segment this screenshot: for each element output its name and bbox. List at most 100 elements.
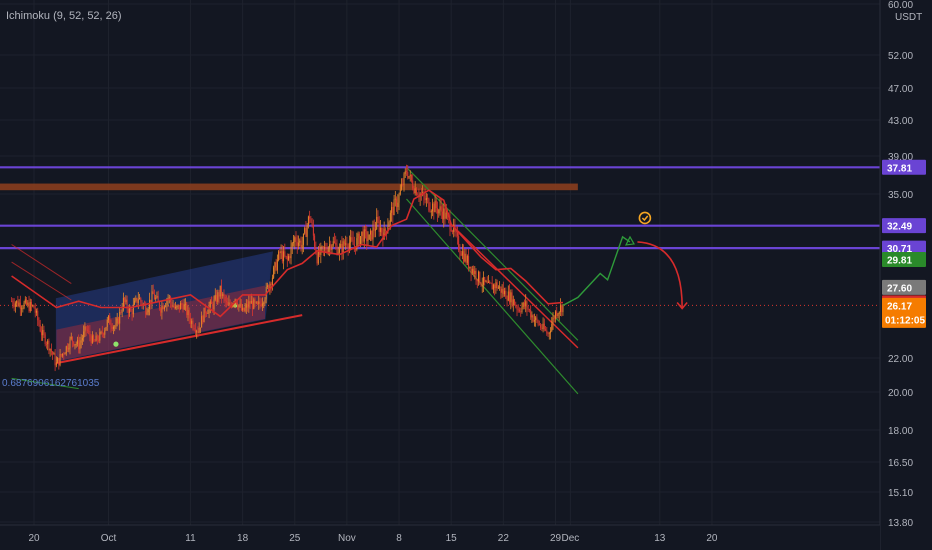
candle-body bbox=[327, 247, 329, 253]
candle-body bbox=[101, 331, 103, 334]
candle-body bbox=[276, 259, 278, 271]
resistance-zone bbox=[0, 183, 578, 191]
candle-body bbox=[516, 306, 518, 310]
candle-body bbox=[321, 246, 323, 248]
candle-body bbox=[331, 245, 333, 250]
candle-body bbox=[439, 206, 441, 210]
candle-body bbox=[437, 208, 439, 214]
price-tag bbox=[882, 297, 926, 328]
candle-body bbox=[152, 291, 154, 295]
candle-body bbox=[329, 244, 331, 248]
candle-body bbox=[89, 330, 91, 337]
candle-body bbox=[403, 173, 405, 185]
candle-body bbox=[281, 251, 283, 262]
candle-body bbox=[183, 304, 185, 310]
candle-body bbox=[57, 357, 59, 363]
candle-body bbox=[95, 335, 97, 342]
candle-body bbox=[342, 241, 344, 253]
candle-body bbox=[389, 212, 391, 223]
candle-body bbox=[86, 329, 88, 331]
candle-body bbox=[346, 243, 348, 246]
candle-body bbox=[382, 232, 384, 240]
candle-body bbox=[199, 327, 201, 329]
candle-body bbox=[103, 333, 105, 335]
candle-body bbox=[459, 249, 461, 254]
candle-body bbox=[392, 207, 394, 216]
candle-body bbox=[410, 174, 412, 181]
candle-body bbox=[371, 230, 373, 240]
candle-body bbox=[373, 227, 375, 231]
candle-body bbox=[286, 256, 288, 260]
candle-body bbox=[182, 304, 184, 310]
candle-body bbox=[187, 310, 189, 316]
green-trendline bbox=[11, 377, 79, 390]
candle-body bbox=[396, 198, 398, 208]
candle-body bbox=[201, 316, 203, 328]
candle-body bbox=[499, 286, 501, 288]
candle-body bbox=[556, 311, 558, 317]
candle-body bbox=[115, 323, 117, 327]
candle-body bbox=[219, 285, 221, 297]
candle-body bbox=[22, 308, 24, 309]
candle-body bbox=[309, 216, 311, 219]
candle-body bbox=[337, 252, 339, 255]
candle-body bbox=[165, 305, 167, 307]
time-tick-label: 11 bbox=[185, 533, 196, 544]
candle-body bbox=[270, 283, 272, 286]
candle-body bbox=[278, 251, 280, 260]
candle-body bbox=[407, 171, 409, 178]
candle-body bbox=[502, 288, 504, 295]
candle-body bbox=[509, 291, 511, 303]
price-tick-label: 20.00 bbox=[888, 388, 913, 399]
candle-body bbox=[273, 267, 275, 278]
candle-body bbox=[44, 334, 46, 345]
candle-body bbox=[543, 323, 545, 330]
candle-body bbox=[32, 305, 34, 307]
candle-body bbox=[23, 302, 25, 309]
candle-body bbox=[130, 307, 132, 312]
signal-dot bbox=[113, 341, 119, 347]
candle-body bbox=[468, 256, 470, 268]
candle-body bbox=[305, 228, 307, 237]
candle-body bbox=[209, 301, 211, 307]
indicator-legend[interactable]: Ichimoku (9, 52, 52, 26) bbox=[6, 10, 122, 22]
candle-body bbox=[207, 313, 209, 314]
candle-body bbox=[489, 281, 491, 283]
candle-body bbox=[134, 300, 136, 305]
candle-body bbox=[70, 336, 72, 339]
candle-body bbox=[218, 292, 220, 297]
candle-body bbox=[202, 316, 204, 323]
candle-body bbox=[476, 279, 478, 282]
candle-body bbox=[434, 200, 436, 213]
time-tick-label: 20 bbox=[28, 533, 40, 544]
candle-body bbox=[333, 241, 335, 243]
candle-body bbox=[473, 268, 475, 275]
candle-body bbox=[480, 283, 482, 286]
candle-body bbox=[131, 311, 133, 315]
candle-body bbox=[93, 335, 95, 342]
candle-body bbox=[35, 310, 37, 313]
candle-body bbox=[284, 251, 286, 256]
candle-body bbox=[217, 292, 219, 302]
time-tick-label: 25 bbox=[289, 533, 301, 544]
candle-body bbox=[547, 333, 549, 335]
candle-body bbox=[299, 240, 301, 243]
candle-body bbox=[121, 309, 123, 313]
candle-body bbox=[45, 344, 47, 345]
candle-body bbox=[24, 299, 26, 303]
candle-body bbox=[537, 320, 539, 325]
price-tick-label: 16.50 bbox=[888, 458, 913, 469]
candle-body bbox=[315, 246, 317, 254]
candle-body bbox=[415, 188, 417, 195]
candle-body bbox=[417, 194, 419, 196]
candle-body bbox=[69, 338, 71, 349]
candle-body bbox=[112, 326, 114, 330]
time-tick-label: 13 bbox=[654, 533, 666, 544]
candle-body bbox=[212, 303, 214, 310]
candle-body bbox=[261, 303, 263, 306]
candle-body bbox=[369, 230, 371, 235]
candle-body bbox=[500, 286, 502, 293]
candle-body bbox=[109, 315, 111, 325]
candle-body bbox=[341, 243, 343, 253]
